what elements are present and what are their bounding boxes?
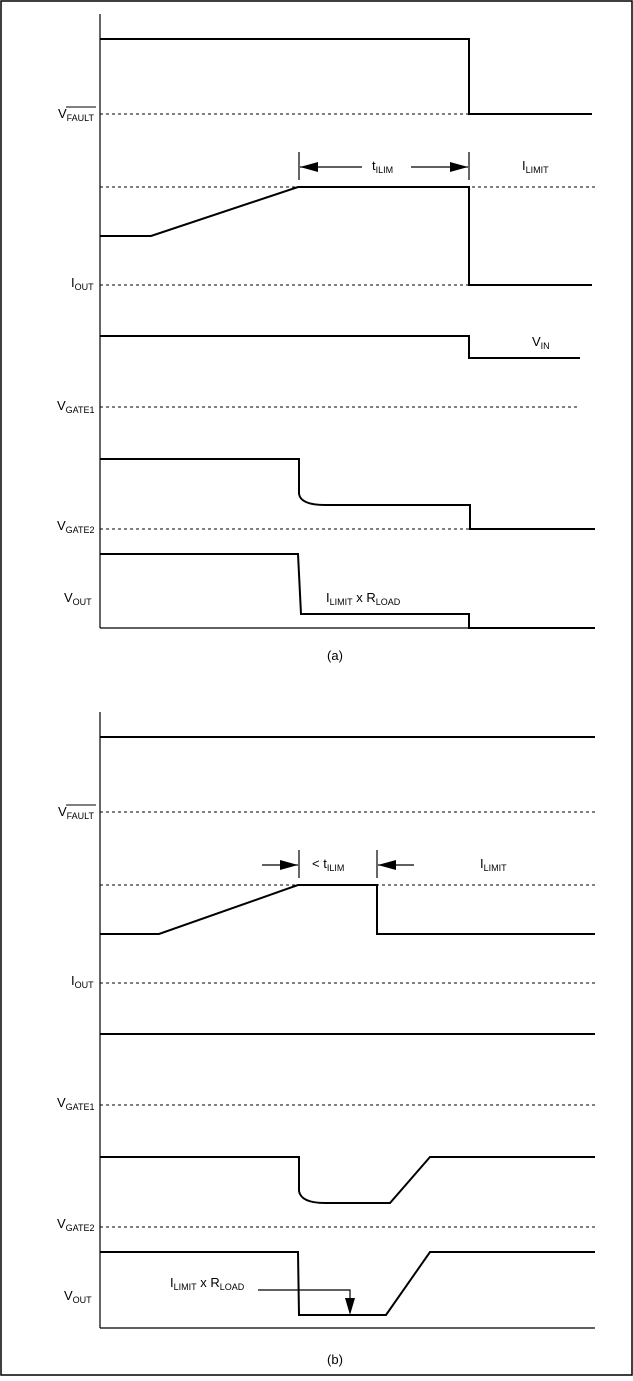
panel-a-caption: (a) [327, 648, 343, 663]
panel-b-annot-ilimit-rload: ILIMIT x RLOAD [170, 1275, 245, 1292]
panel-a-vgate2-waveform [100, 458, 595, 530]
panel-b-label-vgate1: VGATE1 [57, 1095, 95, 1112]
panel-a-tilim-arrowhead-left [300, 162, 318, 172]
panel-a-annot-tilim: tILIM [372, 158, 393, 175]
panel-b-label-vfault: VFAULT [58, 804, 95, 821]
panel-a-annot-vin: VIN [532, 334, 550, 351]
panel-a-iout-waveform [100, 186, 592, 286]
panel-a-label-vgate1: VGATE1 [57, 398, 95, 415]
panel-a-tilim-arrowhead-right [450, 162, 468, 172]
panel-b-annot-ilimit: ILIMIT [480, 856, 507, 873]
panel-b-vout-waveform [100, 1251, 595, 1316]
panel-a-label-vgate2: VGATE2 [57, 518, 95, 535]
panel-b-label-iout: IOUT [71, 973, 94, 990]
panel-b: VFAULT IOUT VGATE1 VGATE2 VOUT < tILIM I… [57, 712, 595, 1367]
panel-a-vout-waveform [100, 553, 595, 629]
panel-b-label-vgate2: VGATE2 [57, 1216, 95, 1233]
panel-a-label-iout: IOUT [71, 275, 94, 292]
panel-b-tilim-arrowhead-right [378, 860, 396, 870]
panel-b-rload-leader [258, 1289, 351, 1300]
panel-a-annot-ilimit: ILIMIT [522, 158, 549, 175]
panel-b-caption: (b) [327, 1352, 343, 1367]
panel-a-vfault-waveform [100, 38, 592, 115]
panel-a-annot-ilimit-rload: ILIMIT x RLOAD [326, 590, 401, 607]
panel-b-tilim-arrowhead-left [280, 860, 298, 870]
panel-b-vgate2-waveform [100, 1156, 595, 1204]
panel-b-label-vout: VOUT [64, 1288, 92, 1305]
panel-a-label-vout: VOUT [64, 590, 92, 607]
panel-a-label-vfault: VFAULT [58, 106, 95, 123]
panel-b-annot-lt-tilim: < tILIM [312, 856, 344, 873]
panel-b-iout-waveform [100, 884, 595, 935]
panel-b-rload-arrowhead [345, 1298, 355, 1315]
panel-a-vgate1-waveform [100, 335, 580, 359]
panel-a: VFAULT IOUT VGATE1 VGATE2 VOUT tILIM ILI… [57, 14, 595, 663]
